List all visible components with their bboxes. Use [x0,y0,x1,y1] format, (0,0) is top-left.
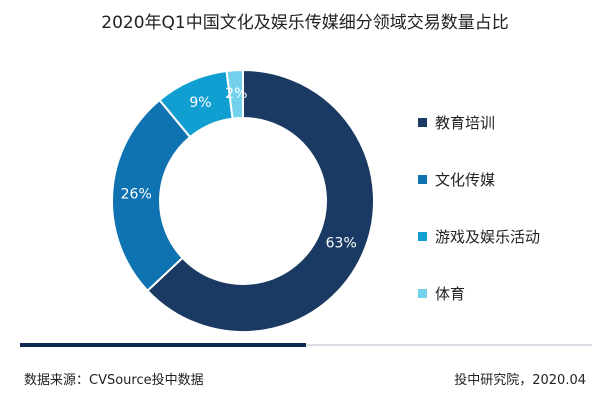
legend-item-media: 文化传媒 [418,169,540,189]
publisher-credit: 投中研究院，2020.04 [454,369,586,388]
donut-slice-label-0: 63% [326,235,357,251]
legend-swatch [418,118,427,127]
footer-divider-accent [20,343,306,347]
chart-legend: 教育培训 文化传媒 游戏及娱乐活动 体育 [418,112,540,340]
legend-label: 体育 [435,283,465,304]
legend-swatch [418,232,427,241]
legend-label: 游戏及娱乐活动 [435,226,540,247]
donut-slice-label-1: 26% [121,186,152,202]
legend-swatch [418,289,427,298]
legend-item-sports: 体育 [418,283,540,303]
legend-label: 文化传媒 [435,169,495,190]
legend-swatch [418,175,427,184]
legend-item-education: 教育培训 [418,112,540,132]
donut-slice-label-2: 9% [189,95,211,111]
donut-slice-label-3: 2% [225,86,247,102]
legend-label: 教育培训 [435,112,495,133]
legend-item-games: 游戏及娱乐活动 [418,226,540,246]
data-source: 数据来源：CVSource投中数据 [24,369,204,388]
